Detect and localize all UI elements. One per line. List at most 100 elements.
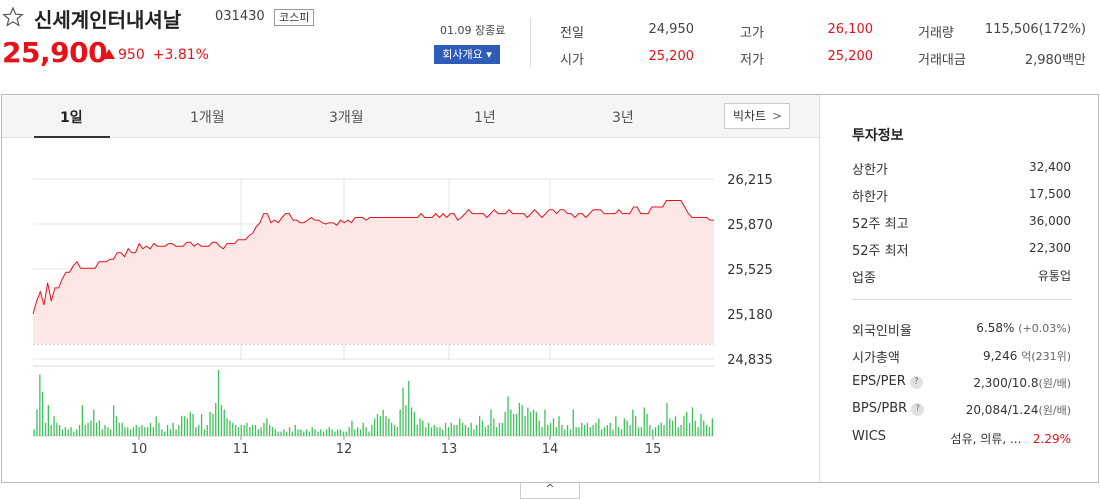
current-price: 25,900 bbox=[2, 36, 108, 69]
volume-bar bbox=[113, 405, 115, 436]
collapse-button[interactable]: ^ bbox=[520, 483, 580, 499]
volume-bar bbox=[98, 420, 101, 436]
big-chart-label: 빅차트 bbox=[733, 109, 767, 123]
volume-bar bbox=[615, 416, 617, 436]
volume-bar bbox=[280, 431, 282, 436]
volume-bar bbox=[36, 409, 38, 436]
market-badge: 코스피 bbox=[274, 9, 315, 26]
volume-bar bbox=[689, 422, 691, 436]
volume-bar bbox=[618, 427, 620, 436]
help-icon[interactable]: ? bbox=[911, 403, 925, 416]
volume-bar bbox=[521, 405, 523, 436]
volume-bar bbox=[584, 425, 586, 436]
volume-bar bbox=[581, 422, 583, 436]
volume-bar bbox=[84, 425, 86, 436]
volume-bar bbox=[444, 422, 447, 436]
volume-bar bbox=[391, 422, 393, 436]
volume-bar bbox=[249, 427, 251, 436]
volume-bar bbox=[462, 422, 464, 436]
volume-bar bbox=[640, 427, 642, 436]
volume-bar bbox=[589, 427, 591, 436]
info-value: 32,400 bbox=[1029, 160, 1071, 174]
quote-value-high: 26,100 bbox=[827, 22, 874, 37]
big-chart-button[interactable]: 빅차트 > bbox=[724, 103, 790, 129]
y-tick-label: 25,180 bbox=[727, 308, 773, 323]
volume-bar bbox=[598, 418, 600, 436]
volume-bar bbox=[42, 392, 44, 436]
tab-1month[interactable]: 1개월 bbox=[190, 110, 225, 126]
star-icon[interactable] bbox=[2, 6, 24, 28]
volume-bar bbox=[552, 418, 555, 436]
volume-bar bbox=[566, 425, 569, 436]
volume-bar bbox=[674, 416, 677, 436]
volume-bar bbox=[530, 411, 532, 436]
chevron-up-icon: ^ bbox=[545, 482, 555, 495]
info-label-text: EPS/PER bbox=[852, 374, 906, 389]
volume-bar bbox=[93, 409, 95, 436]
volume-bar bbox=[365, 427, 367, 436]
volume-bar bbox=[181, 416, 183, 436]
volume-bar bbox=[498, 422, 501, 436]
volume-bar bbox=[374, 418, 376, 436]
volume-bar bbox=[286, 431, 288, 436]
volume-bar bbox=[549, 422, 552, 436]
info-value-main: 섬유, 의류, ... bbox=[950, 432, 1022, 446]
tab-3year[interactable]: 3년 bbox=[612, 110, 634, 126]
y-tick-label: 24,835 bbox=[727, 353, 773, 368]
info-value: 유통업 bbox=[1037, 269, 1071, 283]
volume-bar bbox=[501, 422, 503, 436]
volume-bar bbox=[50, 425, 52, 436]
volume-bar bbox=[578, 427, 580, 436]
volume-bar bbox=[479, 416, 481, 436]
help-icon[interactable]: ? bbox=[909, 376, 923, 389]
volume-bar bbox=[669, 418, 671, 436]
tab-3month[interactable]: 3개월 bbox=[329, 110, 364, 126]
volume-bar bbox=[425, 427, 427, 436]
volume-bar bbox=[510, 409, 512, 436]
volume-bar bbox=[490, 409, 492, 436]
volume-bar bbox=[229, 420, 231, 436]
volume-bar bbox=[107, 427, 109, 436]
volume-bar bbox=[33, 429, 35, 436]
volume-bar bbox=[87, 422, 89, 436]
x-tick-label: 10 bbox=[131, 442, 148, 457]
volume-bar bbox=[132, 427, 135, 436]
info-value: 20,084/1.24(원/배) bbox=[966, 402, 1071, 418]
volume-bar bbox=[657, 425, 660, 436]
volume-bar bbox=[671, 420, 674, 436]
volume-bar bbox=[164, 431, 166, 436]
stock-name: 신세계인터내셔날 bbox=[34, 8, 182, 32]
volume-bar bbox=[337, 429, 339, 436]
x-tick-label: 15 bbox=[645, 442, 662, 457]
volume-bar bbox=[564, 429, 566, 436]
volume-bar bbox=[433, 425, 435, 436]
sector-change: 2.29% bbox=[1032, 432, 1071, 446]
info-value: 2,300/10.8(원/배) bbox=[973, 375, 1071, 391]
volume-bar bbox=[572, 409, 574, 436]
volume-bar bbox=[240, 425, 242, 436]
volume-bar bbox=[660, 422, 662, 436]
volume-bar bbox=[544, 409, 546, 436]
volume-bar bbox=[161, 429, 163, 436]
info-label: 상한가 bbox=[852, 163, 888, 178]
volume-bar bbox=[141, 425, 143, 436]
volume-bar bbox=[44, 422, 47, 436]
tab-1year[interactable]: 1년 bbox=[474, 110, 496, 126]
volume-bar bbox=[206, 425, 208, 436]
volume-bar bbox=[209, 411, 211, 436]
info-value-wics[interactable]: 섬유, 의류, ... 2.29% bbox=[951, 430, 1071, 447]
volume-bar bbox=[198, 425, 200, 436]
volume-bar bbox=[680, 425, 682, 436]
volume-bar bbox=[237, 427, 240, 436]
volume-bar bbox=[547, 425, 549, 436]
price-change: 950 +3.81% bbox=[103, 47, 209, 63]
volume-bar bbox=[637, 427, 640, 436]
volume-bar bbox=[703, 420, 705, 436]
volume-bar bbox=[620, 429, 623, 436]
volume-bar bbox=[561, 425, 563, 436]
tab-1day[interactable]: 1일 bbox=[60, 110, 83, 126]
info-label: 업종 bbox=[852, 271, 876, 286]
quote-value-open: 25,200 bbox=[648, 49, 695, 64]
volume-bar bbox=[430, 427, 433, 436]
company-overview-button[interactable]: 회사개요 ▾ bbox=[434, 45, 500, 64]
